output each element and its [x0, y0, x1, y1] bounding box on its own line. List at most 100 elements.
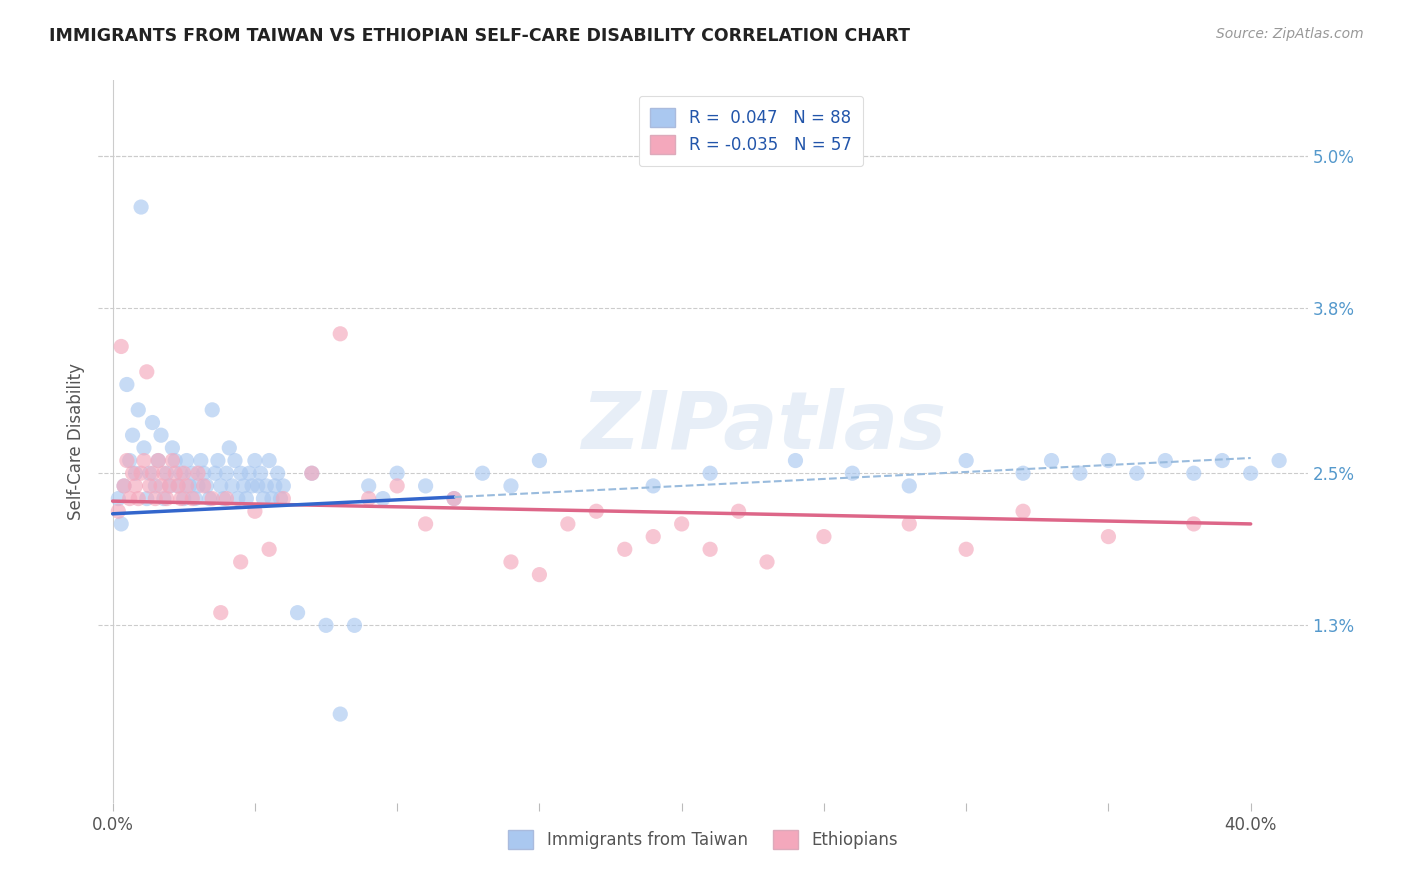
Point: [499, 555, 522, 569]
Point: [756, 555, 779, 569]
Point: [443, 491, 465, 506]
Point: [198, 491, 221, 506]
Point: [1012, 467, 1035, 481]
Point: [124, 479, 146, 493]
Point: [146, 453, 169, 467]
Point: [443, 491, 465, 506]
Text: ZIPatlas: ZIPatlas: [581, 388, 946, 467]
Point: [173, 491, 195, 506]
Point: [138, 479, 160, 493]
Point: [112, 479, 135, 493]
Point: [221, 479, 243, 493]
Point: [212, 491, 235, 506]
Point: [1097, 453, 1119, 467]
Point: [238, 467, 260, 481]
Point: [257, 542, 280, 557]
Point: [529, 453, 551, 467]
Point: [252, 491, 274, 506]
Point: [643, 479, 665, 493]
Point: [898, 479, 921, 493]
Point: [246, 479, 269, 493]
Point: [357, 491, 380, 506]
Point: [301, 467, 323, 481]
Point: [132, 441, 155, 455]
Point: [1211, 453, 1233, 467]
Point: [955, 542, 977, 557]
Point: [471, 467, 494, 481]
Point: [153, 467, 176, 481]
Point: [315, 618, 337, 632]
Point: [287, 606, 309, 620]
Point: [1097, 530, 1119, 544]
Point: [146, 453, 169, 467]
Point: [254, 479, 277, 493]
Point: [110, 516, 132, 531]
Point: [173, 467, 195, 481]
Point: [156, 467, 179, 481]
Point: [224, 453, 246, 467]
Point: [204, 467, 226, 481]
Point: [141, 467, 163, 481]
Point: [1012, 504, 1035, 518]
Legend: Immigrants from Taiwan, Ethiopians: Immigrants from Taiwan, Ethiopians: [502, 823, 904, 856]
Point: [150, 428, 173, 442]
Point: [727, 504, 749, 518]
Point: [107, 491, 129, 506]
Point: [181, 491, 204, 506]
Point: [165, 467, 187, 481]
Point: [229, 467, 252, 481]
Point: [699, 467, 721, 481]
Point: [165, 453, 187, 467]
Point: [240, 479, 263, 493]
Point: [195, 479, 218, 493]
Point: [785, 453, 807, 467]
Point: [385, 467, 408, 481]
Point: [1126, 467, 1149, 481]
Point: [385, 479, 408, 493]
Point: [257, 453, 280, 467]
Point: [215, 467, 238, 481]
Point: [167, 479, 190, 493]
Point: [118, 453, 141, 467]
Point: [193, 479, 215, 493]
Point: [187, 467, 209, 481]
Point: [190, 453, 212, 467]
Point: [699, 542, 721, 557]
Point: [159, 479, 181, 493]
Point: [156, 491, 179, 506]
Point: [329, 326, 352, 341]
Point: [585, 504, 607, 518]
Point: [249, 467, 271, 481]
Point: [107, 504, 129, 518]
Point: [207, 453, 229, 467]
Point: [329, 707, 352, 722]
Point: [110, 339, 132, 353]
Point: [1240, 467, 1263, 481]
Point: [121, 467, 143, 481]
Point: [1268, 453, 1291, 467]
Point: [143, 491, 166, 506]
Point: [138, 467, 160, 481]
Point: [243, 504, 266, 518]
Point: [243, 453, 266, 467]
Point: [132, 453, 155, 467]
Point: [955, 453, 977, 467]
Point: [112, 479, 135, 493]
Point: [115, 453, 138, 467]
Point: [1069, 467, 1091, 481]
Point: [643, 530, 665, 544]
Point: [153, 491, 176, 506]
Point: [167, 479, 190, 493]
Point: [181, 467, 204, 481]
Point: [150, 479, 173, 493]
Point: [671, 516, 693, 531]
Point: [813, 530, 835, 544]
Point: [266, 467, 288, 481]
Point: [1040, 453, 1063, 467]
Point: [193, 467, 215, 481]
Point: [343, 618, 366, 632]
Point: [170, 467, 193, 481]
Y-axis label: Self-Care Disability: Self-Care Disability: [66, 363, 84, 520]
Point: [371, 491, 394, 506]
Point: [159, 479, 181, 493]
